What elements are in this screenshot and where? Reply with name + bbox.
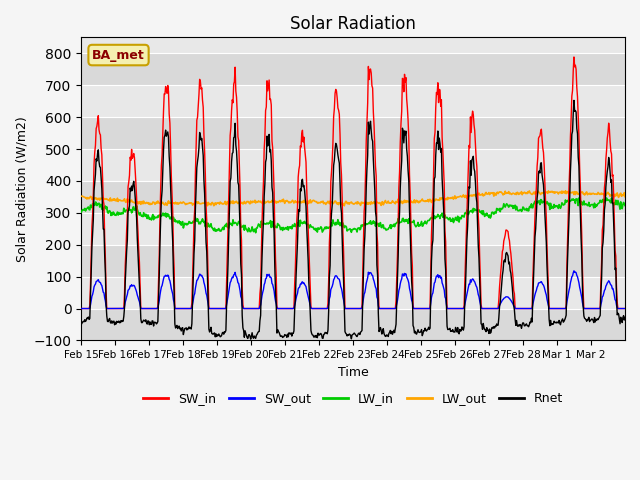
X-axis label: Time: Time bbox=[338, 366, 369, 379]
Bar bbox=[81, 181, 625, 213]
Legend: SW_in, SW_out, LW_in, LW_out, Rnet: SW_in, SW_out, LW_in, LW_out, Rnet bbox=[138, 387, 568, 410]
Bar bbox=[81, 117, 625, 149]
Bar bbox=[81, 245, 625, 276]
Y-axis label: Solar Radiation (W/m2): Solar Radiation (W/m2) bbox=[15, 116, 28, 262]
Bar bbox=[81, 53, 625, 85]
Title: Solar Radiation: Solar Radiation bbox=[290, 15, 416, 33]
Bar bbox=[81, 309, 625, 340]
Text: BA_met: BA_met bbox=[92, 48, 145, 61]
